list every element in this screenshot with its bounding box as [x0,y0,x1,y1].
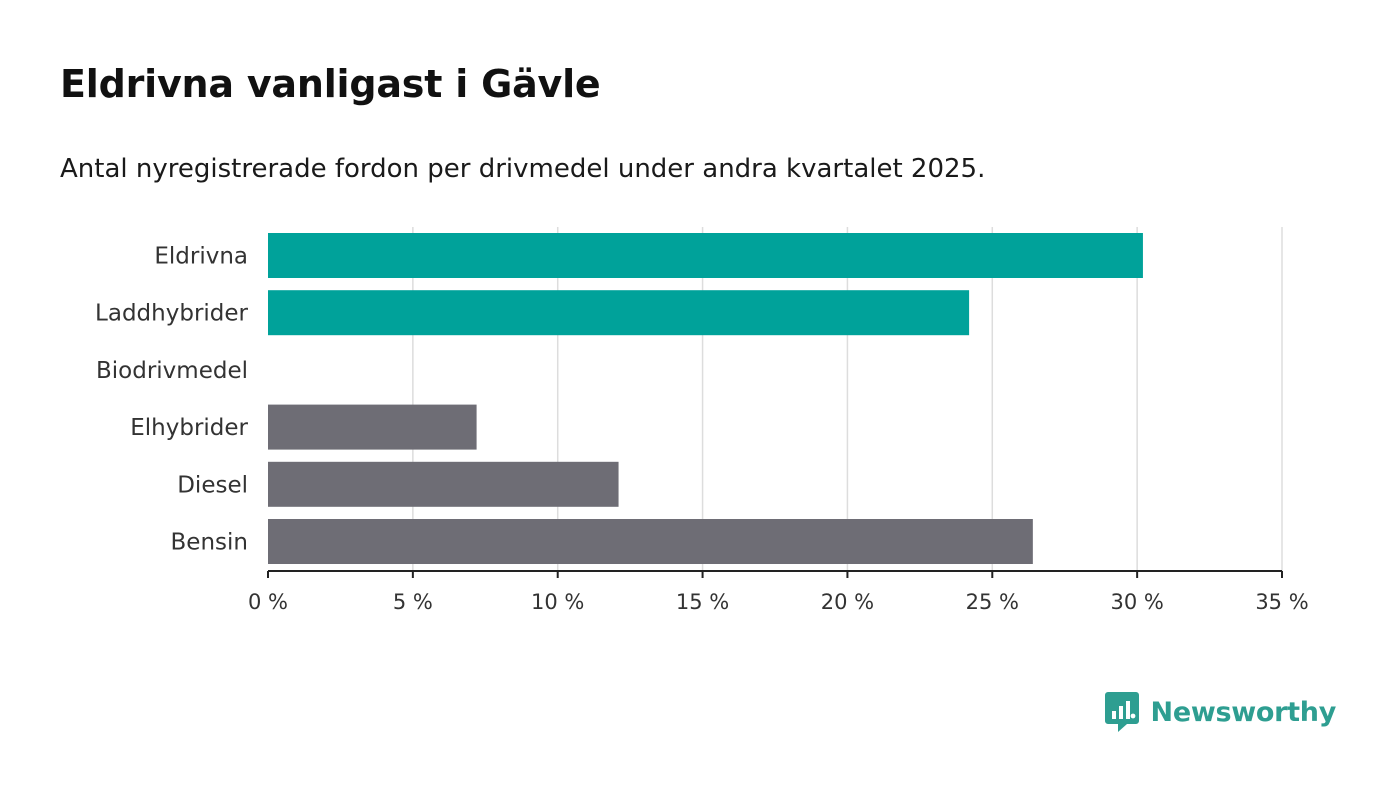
chart-title: Eldrivna vanligast i Gävle [60,62,601,106]
category-label-biodrivmedel: Biodrivmedel [96,358,248,384]
x-tick-label-25: 25 % [966,590,1019,614]
x-tick-label-30: 30 % [1110,590,1163,614]
x-tick-label-35: 35 % [1255,590,1308,614]
newsworthy-logo-icon [1104,692,1139,732]
category-label-eldrivna: Eldrivna [154,244,248,270]
category-label-elhybrider: Elhybrider [130,415,248,441]
category-label-laddhybrider: Laddhybrider [95,301,248,327]
x-tick-label-10: 10 % [531,590,584,614]
x-tick-label-15: 15 % [676,590,729,614]
x-tick-label-20: 20 % [821,590,874,614]
bar-diesel [268,461,619,507]
x-tick-label-5: 5 % [393,590,433,614]
bar-laddhybrider [268,290,970,336]
bar-bensin [268,519,1033,564]
chart-subtitle: Antal nyregistrerade fordon per drivmede… [60,154,986,184]
brand-name: Newsworthy [1150,696,1337,728]
category-label-bensin: Bensin [171,530,248,556]
bar-eldrivna [268,233,1143,278]
bar-elhybrider [268,404,477,450]
x-tick-label-0: 0 % [248,590,288,614]
category-label-diesel: Diesel [177,472,248,498]
newsworthy-logo: Newsworthy [1104,692,1337,732]
